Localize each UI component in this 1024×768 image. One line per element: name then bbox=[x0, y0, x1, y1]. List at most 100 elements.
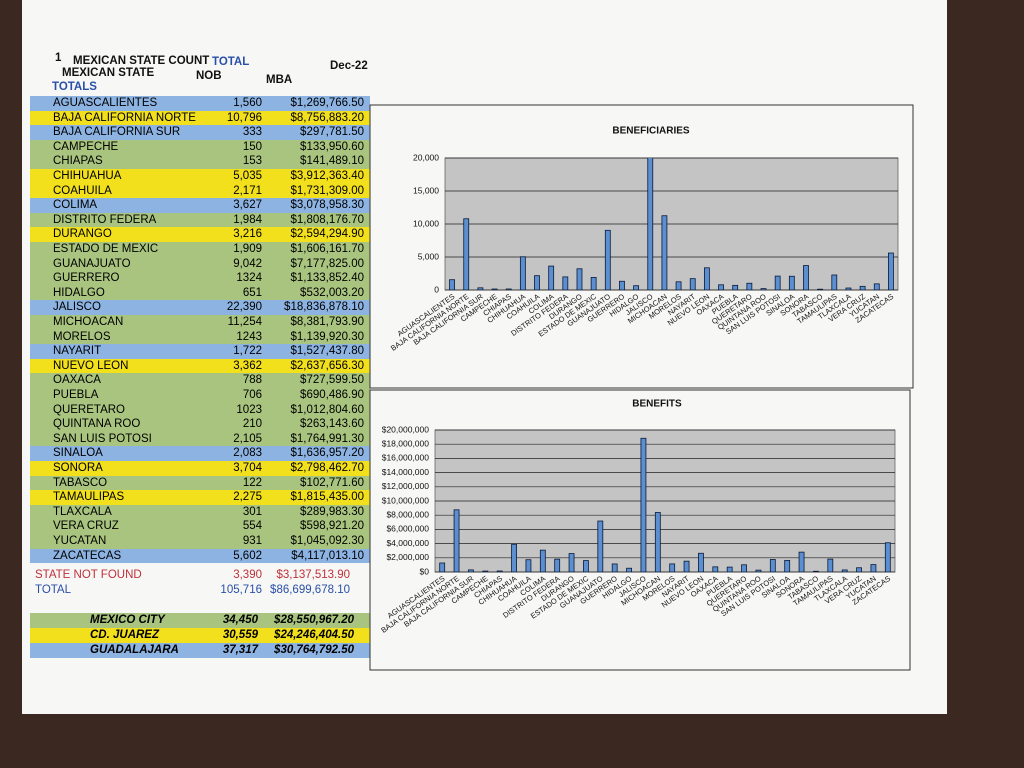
bar bbox=[689, 278, 696, 290]
cell-state: CHIHUAHUA bbox=[53, 170, 122, 182]
bar bbox=[859, 285, 866, 290]
cell-state: JALISCO bbox=[53, 301, 101, 314]
bar bbox=[453, 509, 460, 572]
cell-state: GUERRERO bbox=[53, 272, 120, 285]
table-row: SONORA 3,704 $2,798,462.70 bbox=[30, 461, 370, 476]
bar bbox=[698, 552, 704, 572]
cell-state: BAJA CALIFORNIA NORTE bbox=[53, 111, 196, 124]
table-row: MORELOS 1243 $1,139,920.30 bbox=[30, 329, 370, 345]
cell-nob: 788 bbox=[242, 374, 262, 387]
cell-nob: 5,035 bbox=[233, 170, 262, 182]
cell-nob: 3,704 bbox=[233, 462, 262, 474]
bar bbox=[568, 553, 575, 572]
cell-state: SONORA bbox=[53, 462, 103, 474]
table-row: CD. JUAREZ 30,559 $24,246,404.50 bbox=[30, 628, 370, 643]
table-row: OAXACA 788 $727,599.50 bbox=[30, 373, 370, 388]
bar bbox=[633, 285, 640, 290]
cell-mba: $30,764,792.50 bbox=[274, 644, 354, 656]
cell-nob: 3,216 bbox=[233, 228, 262, 241]
cell-nob: 706 bbox=[242, 389, 262, 401]
bar bbox=[548, 265, 555, 290]
bar bbox=[661, 215, 668, 290]
bar bbox=[647, 158, 654, 290]
table-row: NUEVO LEON 3,362 $2,637,656.30 bbox=[30, 358, 370, 374]
totals-label: TOTALS bbox=[52, 81, 97, 93]
cell-state: TAMAULIPAS bbox=[53, 491, 125, 504]
cell-nob: 22,390 bbox=[226, 301, 262, 314]
cell-nob: 210 bbox=[242, 418, 262, 431]
bar bbox=[604, 229, 611, 290]
cell-mba: $3,912,363.40 bbox=[290, 170, 364, 182]
bar bbox=[712, 566, 719, 572]
bar bbox=[884, 542, 891, 572]
cell-state: SINALOA bbox=[53, 447, 103, 460]
cell-state: MEXICO CITY bbox=[90, 614, 165, 626]
cell-mba: $1,815,435.00 bbox=[290, 491, 364, 504]
cell-nob: 2,105 bbox=[233, 432, 262, 445]
cell-state: OAXACA bbox=[53, 374, 101, 387]
col-nob: NOB bbox=[196, 70, 222, 82]
y-tick-label: $8,000,000 bbox=[386, 509, 429, 519]
bar bbox=[534, 275, 540, 290]
cell-nob: 11,254 bbox=[227, 316, 262, 328]
cell-state: DURANGO bbox=[53, 228, 112, 241]
bars bbox=[449, 158, 894, 290]
cell-state: VERA CRUZ bbox=[53, 520, 119, 533]
table-row: CHIHUAHUA 5,035 $3,912,363.40 bbox=[30, 169, 370, 184]
cell-mba: $690,486.90 bbox=[300, 389, 364, 401]
cell-nob: 1,722 bbox=[233, 345, 262, 358]
sheet-title: MEXICAN STATE COUNT bbox=[73, 55, 210, 67]
cell-state: MORELOS bbox=[53, 330, 111, 343]
col-state: MEXICAN STATE bbox=[62, 67, 155, 79]
cell-mba: $1,269,766.50 bbox=[290, 97, 364, 109]
bar bbox=[482, 570, 489, 572]
cell-mba: $289,983.30 bbox=[300, 505, 364, 518]
cell-mba: $2,798,462.70 bbox=[290, 462, 364, 474]
table-row: HIDALGO 651 $532,003.20 bbox=[30, 285, 370, 301]
cell-nob: 1,560 bbox=[233, 97, 262, 109]
cell-nob: 3,390 bbox=[233, 569, 262, 581]
cell-state: CD. JUAREZ bbox=[90, 629, 160, 641]
bar bbox=[554, 558, 561, 572]
cell-state: COLIMA bbox=[53, 199, 98, 212]
cell-mba: $1,636,957.20 bbox=[290, 447, 364, 460]
cell-mba: $102,771.60 bbox=[300, 476, 364, 489]
bar bbox=[841, 569, 848, 572]
cell-nob: 3,627 bbox=[233, 199, 262, 212]
cell-state: NUEVO LEON bbox=[53, 359, 129, 372]
cell-nob: 30,559 bbox=[222, 629, 258, 641]
bar bbox=[718, 284, 724, 290]
cell-state: ZACATECAS bbox=[53, 549, 122, 562]
bar bbox=[798, 551, 805, 572]
table-row: BAJA CALIFORNIA SUR 333 $297,781.50 bbox=[30, 125, 370, 140]
cell-mba: $1,764,991.30 bbox=[290, 432, 364, 445]
cell-nob: 2,171 bbox=[233, 184, 262, 197]
table-row: TLAXCALA 301 $289,983.30 bbox=[30, 504, 370, 520]
cell-mba: $598,921.20 bbox=[300, 520, 364, 533]
cell-nob: 34,450 bbox=[222, 614, 258, 626]
table-row: COLIMA 3,627 $3,078,958.30 bbox=[30, 198, 370, 213]
cell-mba: $1,012,804.60 bbox=[290, 403, 364, 416]
table-row: TABASCO 122 $102,771.60 bbox=[30, 475, 370, 491]
cell-mba: $297,781.50 bbox=[300, 126, 364, 139]
bar bbox=[669, 563, 676, 572]
y-tick-label: 10,000 bbox=[413, 218, 439, 228]
y-tick-label: $14,000,000 bbox=[382, 467, 430, 477]
cell-mba: $8,756,883.20 bbox=[290, 111, 364, 124]
bar bbox=[590, 277, 597, 290]
bar bbox=[611, 563, 618, 572]
table-row: GUADALAJARA 37,317 $30,764,792.50 bbox=[30, 643, 370, 658]
bar bbox=[760, 288, 767, 290]
cell-nob: 2,275 bbox=[233, 491, 262, 504]
bar bbox=[491, 288, 498, 290]
bar bbox=[746, 282, 753, 290]
bar bbox=[755, 569, 762, 572]
cell-state: YUCATAN bbox=[53, 535, 107, 547]
cell-nob: 37,317 bbox=[222, 644, 258, 656]
y-tick-label: $4,000,000 bbox=[386, 538, 429, 548]
bar bbox=[888, 252, 894, 290]
cell-mba: $1,527,437.80 bbox=[290, 345, 364, 358]
cell-mba: $1,606,161.70 bbox=[290, 243, 364, 255]
table-row: MICHOACAN 11,254 $8,381,793.90 bbox=[30, 315, 370, 330]
